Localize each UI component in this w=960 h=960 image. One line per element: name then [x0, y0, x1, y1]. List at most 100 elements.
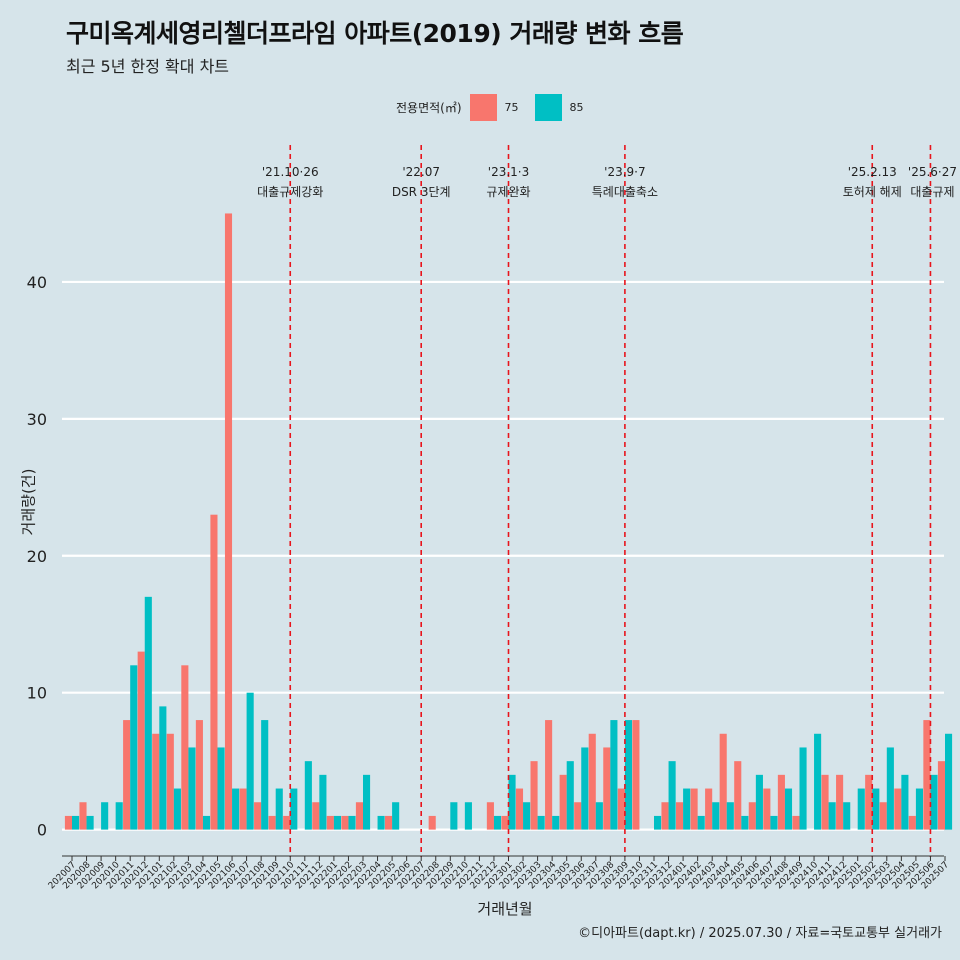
bar-75-202411	[821, 774, 829, 830]
bar-85-202403	[712, 802, 720, 830]
bar-75-202407	[763, 788, 771, 830]
bar-85-202302	[523, 802, 531, 830]
y-tick-label: 20	[27, 547, 47, 566]
bar-75-202208	[428, 815, 436, 830]
bar-85-202203	[363, 774, 371, 830]
bar-85-202212	[493, 815, 502, 830]
event-date-label: '22.07	[402, 165, 440, 179]
bar-85-202011	[130, 665, 138, 830]
bar-85-202010	[115, 802, 123, 830]
bar-75-202103	[181, 665, 189, 830]
y-tick-label: 40	[27, 273, 47, 292]
bar-75-202412	[836, 774, 844, 830]
bar-75-202304	[545, 720, 553, 830]
chart-title: 구미옥계세영리첼더프라임 아파트(2019) 거래량 변화 흐름	[66, 19, 684, 48]
bar-85-202110	[290, 788, 298, 830]
bar-85-202106	[232, 788, 240, 830]
bar-85-202404	[726, 802, 734, 830]
event-date-label: '21.10·26	[262, 165, 319, 179]
bar-85-202409	[799, 747, 807, 830]
bar-75-202107	[239, 788, 247, 830]
event-text-label: 토허제 해제	[843, 185, 902, 199]
bar-85-202008	[86, 815, 94, 830]
bar-85-202503	[886, 747, 894, 830]
bar-75-202402	[690, 788, 698, 830]
bar-85-202501	[857, 788, 865, 830]
source-caption: ©디아파트(dapt.kr) / 2025.07.30 / 자료=국토교통부 실…	[578, 926, 942, 941]
bar-75-202110	[283, 815, 291, 830]
bar-75-202507	[937, 761, 945, 830]
event-text-label: DSR 3단계	[392, 185, 451, 199]
event-text-label: 규제완화	[486, 185, 530, 199]
bar-75-202401	[676, 802, 684, 830]
bar-85-202209	[450, 802, 458, 830]
y-tick-label: 30	[27, 410, 47, 429]
bar-75-202502	[865, 774, 873, 830]
bar-75-202408	[777, 774, 785, 830]
bar-75-202307	[588, 733, 596, 830]
bar-75-202306	[574, 802, 582, 830]
bar-85-202406	[755, 774, 763, 830]
event-text-label: 특례대출축소	[592, 185, 658, 199]
legend: 전용면적(㎡) 75 85	[396, 93, 590, 121]
bar-75-202404	[719, 733, 727, 830]
bar-75-202405	[734, 761, 742, 830]
bar-85-202111	[304, 761, 312, 830]
bar-85-202301	[508, 774, 516, 830]
legend-item-85: 85	[534, 93, 584, 121]
bar-75-202503	[879, 802, 887, 830]
bar-75-202409	[792, 815, 800, 830]
bar-75-202312	[661, 802, 669, 830]
bar-75-202305	[559, 774, 567, 830]
bar-75-202011	[123, 720, 131, 830]
bar-85-202109	[275, 788, 283, 830]
bar-85-202407	[770, 815, 778, 830]
bar-75-202205	[385, 815, 393, 830]
bar-85-202307	[595, 802, 603, 830]
bar-75-202505	[908, 815, 916, 830]
bar-85-202210	[464, 802, 472, 830]
bar-75-202104	[195, 720, 203, 830]
bar-75-202301	[501, 815, 509, 830]
bar-75-202007	[64, 815, 72, 830]
bar-75-202302	[515, 788, 524, 830]
bar-85-202105	[217, 747, 225, 830]
bar-85-202107	[246, 692, 254, 830]
bar-85-202012	[144, 596, 152, 830]
bar-85-202412	[843, 802, 851, 830]
bar-85-202505	[915, 788, 923, 830]
bar-85-202103	[188, 747, 196, 830]
bar-85-202411	[828, 802, 836, 830]
y-tick-label: 10	[27, 684, 47, 703]
bar-85-202507	[945, 733, 953, 830]
bar-75-202105	[210, 514, 218, 830]
bar-75-202504	[894, 788, 902, 830]
chart-subtitle: 최근 5년 한정 확대 차트	[66, 57, 230, 76]
bar-85-202506	[930, 774, 938, 830]
bar-75-202308	[603, 747, 611, 830]
event-date-label: '25.6·27	[908, 165, 957, 179]
bar-85-202306	[581, 747, 589, 830]
legend-title: 전용면적(㎡)	[396, 100, 462, 115]
bar-75-202112	[312, 802, 320, 830]
bar-85-202303	[537, 815, 545, 830]
bar-85-202304	[552, 815, 560, 830]
bar-85-202202	[348, 815, 356, 830]
legend-label-85: 85	[569, 100, 584, 114]
legend-swatch-75	[469, 93, 497, 121]
bar-75-202403	[705, 788, 713, 830]
bar-75-202309	[617, 788, 625, 830]
bar-85-202009	[101, 802, 109, 830]
bar-75-202303	[530, 761, 538, 830]
bar-75-202203	[355, 802, 363, 830]
bar-75-202212	[486, 802, 494, 830]
legend-label-75: 75	[504, 100, 519, 114]
bar-75-202506	[923, 720, 931, 830]
event-text-label: 대출규제	[910, 185, 954, 199]
bar-85-202101	[159, 706, 167, 830]
bar-85-202401	[683, 788, 691, 830]
bar-75-202201	[326, 815, 334, 830]
legend-item-75: 75	[469, 93, 519, 121]
bar-75-202008	[79, 802, 87, 830]
